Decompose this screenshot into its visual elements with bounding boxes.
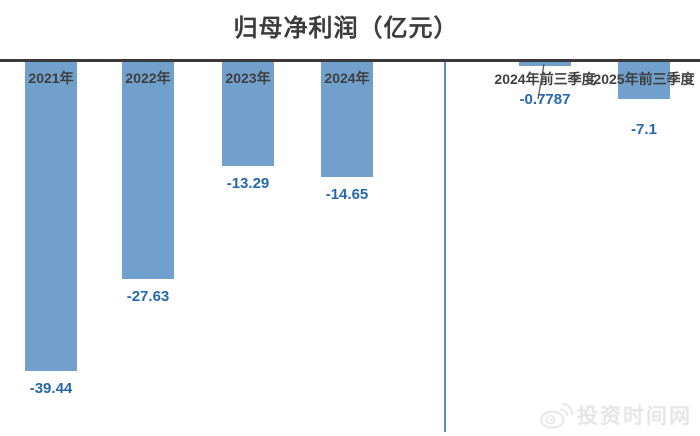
category-label: 2023年 bbox=[225, 70, 271, 86]
bar-2022年 bbox=[122, 62, 174, 279]
bar-2024年 bbox=[321, 62, 373, 177]
value-label: -27.63 bbox=[126, 288, 170, 305]
bar-2021年 bbox=[25, 62, 77, 371]
weibo-icon bbox=[540, 402, 573, 429]
value-label: -13.29 bbox=[226, 175, 270, 192]
value-label: -0.7787 bbox=[519, 91, 571, 108]
category-label: 2025年前三季度 bbox=[593, 71, 695, 87]
bar-2023年 bbox=[222, 62, 274, 166]
section-divider-line bbox=[444, 62, 446, 432]
bar-2025年前三季度 bbox=[618, 62, 670, 99]
leader-line bbox=[537, 63, 545, 100]
x-axis-line bbox=[0, 59, 700, 62]
watermark: 投资时间网 bbox=[539, 400, 692, 430]
watermark-text: 投资时间网 bbox=[577, 405, 692, 428]
category-label: 2024年 bbox=[324, 70, 370, 86]
value-label: -39.44 bbox=[29, 380, 73, 397]
bar-2024年前三季度 bbox=[519, 62, 571, 66]
category-label: 2021年 bbox=[28, 70, 74, 86]
chart-title: 归母净利润（亿元） bbox=[233, 15, 459, 42]
value-label: -14.65 bbox=[325, 186, 369, 203]
category-label: 2024年前三季度 bbox=[494, 71, 596, 87]
value-label: -7.1 bbox=[631, 121, 657, 138]
category-label: 2022年 bbox=[125, 70, 171, 86]
